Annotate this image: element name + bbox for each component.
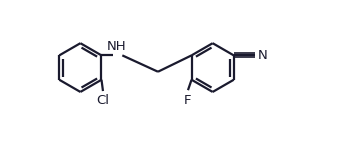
Text: N: N [258,49,268,62]
Text: F: F [183,94,191,107]
Text: NH: NH [107,40,127,53]
Text: Cl: Cl [97,94,110,107]
